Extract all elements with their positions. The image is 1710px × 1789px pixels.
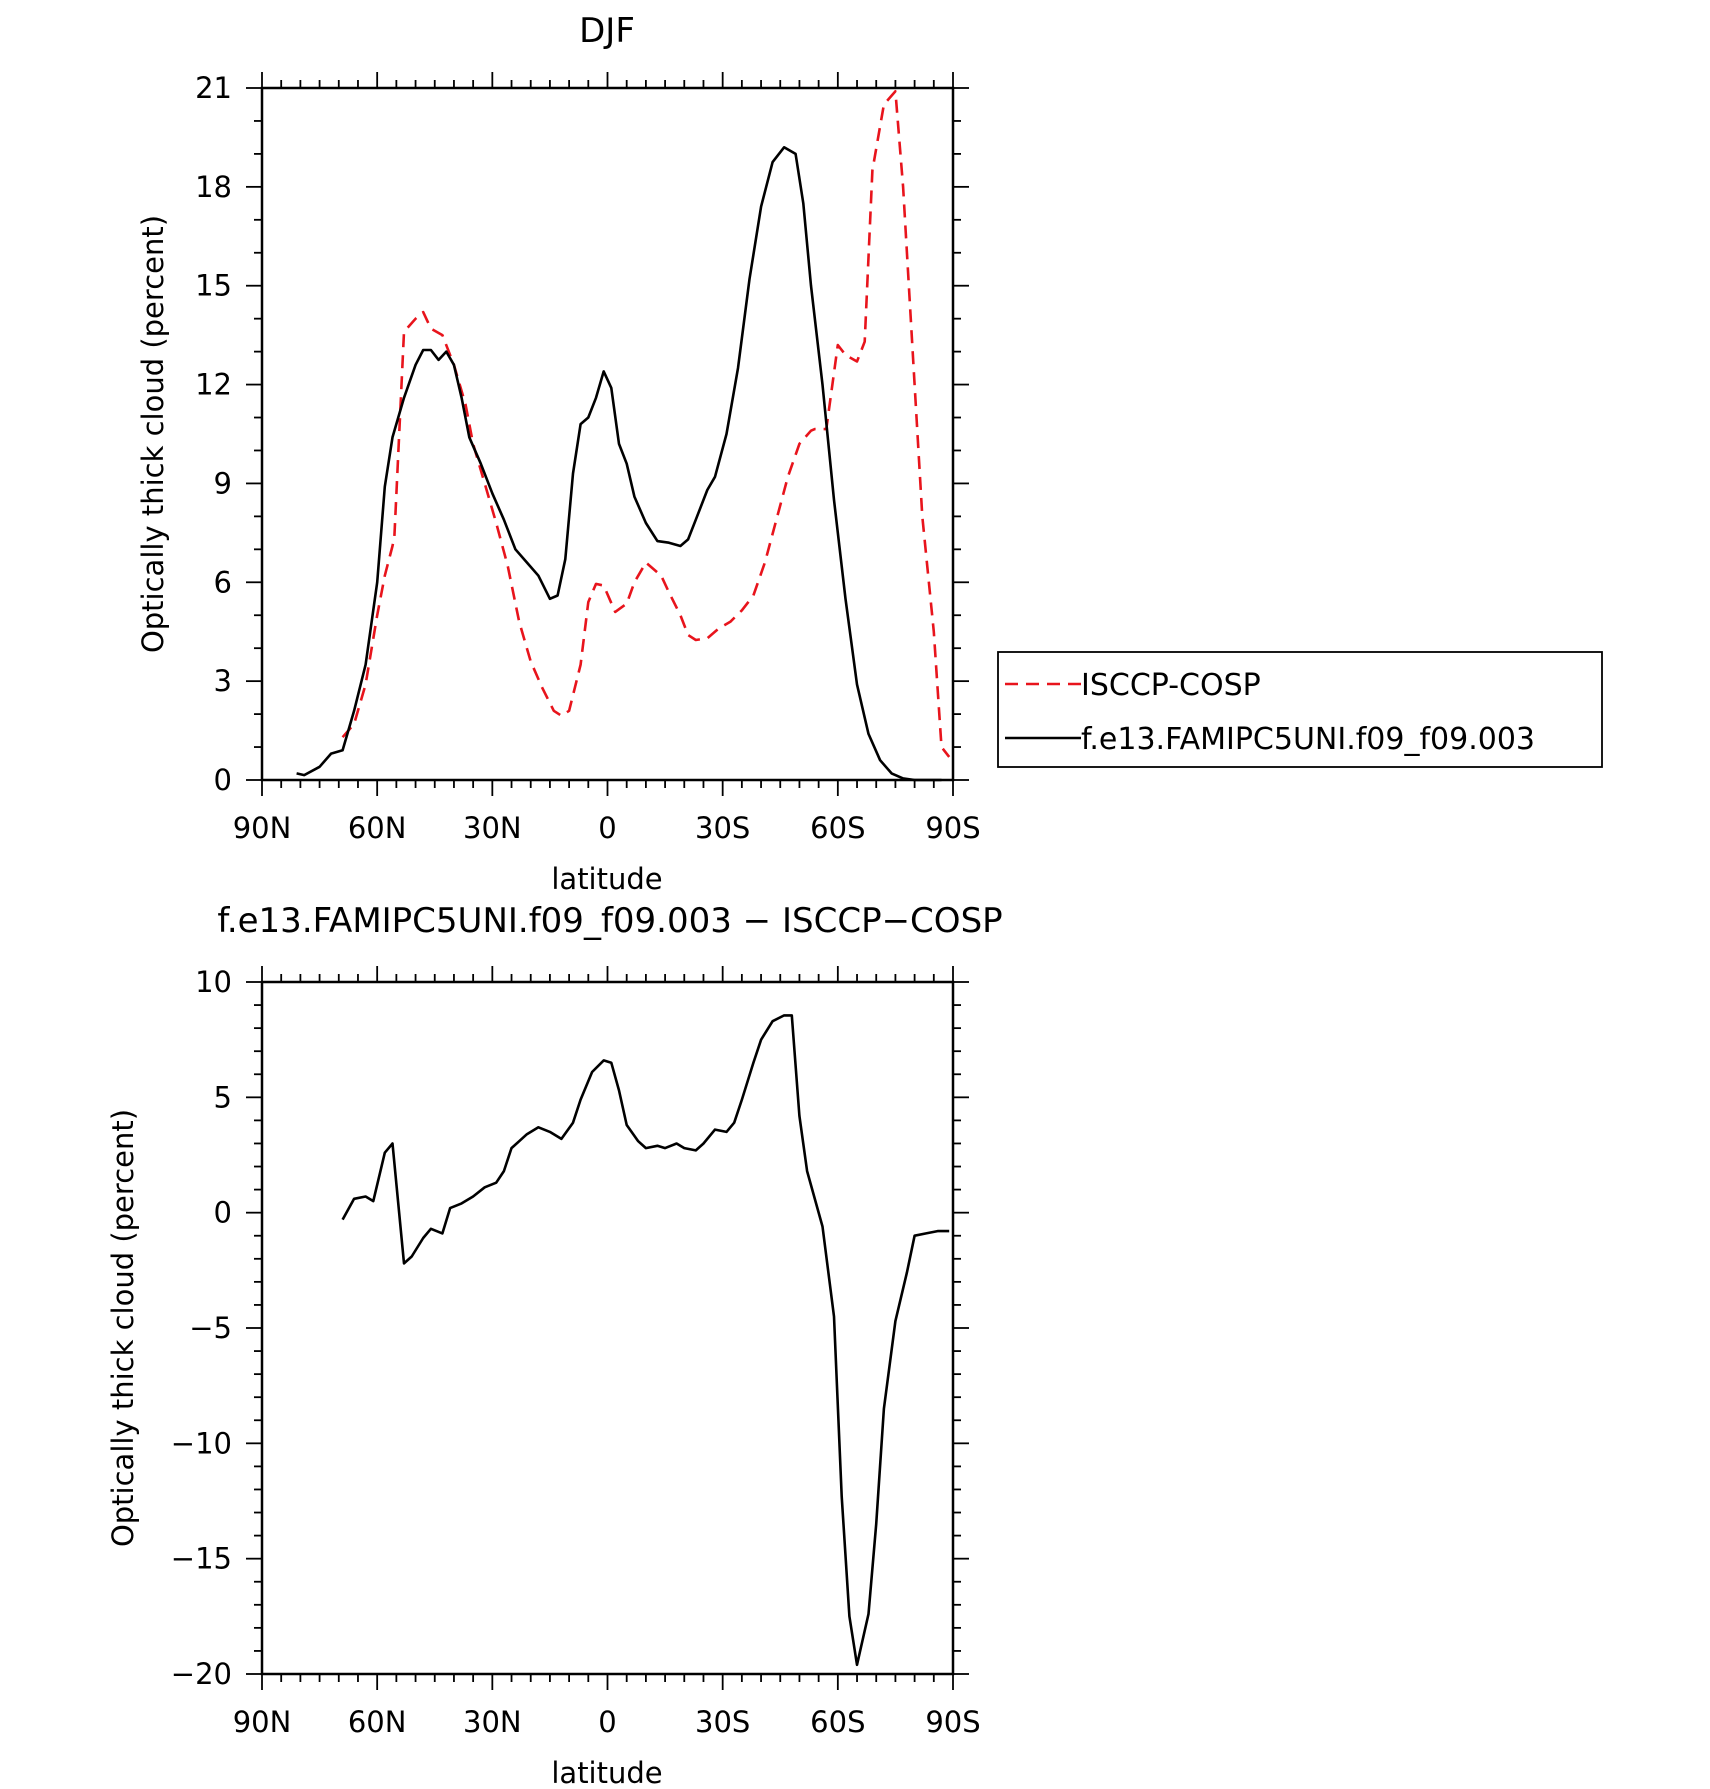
y-tick-label: 0 [214,763,232,797]
x-tick-label: 60N [348,811,407,845]
legend-label-isccp: ISCCP-COSP [1081,668,1261,703]
x-axis-label: latitude [551,1756,662,1789]
x-tick-label: 60S [810,1705,865,1739]
y-tick-label: −20 [171,1657,232,1691]
series-layer [341,1014,950,1667]
x-tick-label: 90N [233,811,292,845]
x-tick-label: 90S [925,1705,980,1739]
series-layer [296,90,951,782]
legend: ISCCP-COSP f.e13.FAMIPC5UNI.f09_f09.003 [997,651,1603,768]
panel-zonal-mean: DJF 90N 60N 30N 0 30S 60S 90S 0 3 6 9 12 15 18 21 lati… [136,11,1603,896]
x-tick-label: 30S [695,811,750,845]
x-axis-label: latitude [551,862,662,896]
y-axis-label: Optically thick cloud (percent) [106,1109,140,1547]
x-tick-label: 0 [598,1705,616,1739]
x-tick-label: 60S [810,811,865,845]
y-tick-label: 18 [195,170,232,204]
y-tick-label: 3 [214,664,232,698]
y-tick-label: 12 [195,368,232,402]
plot-frame [260,86,955,782]
plot-frame [260,980,955,1676]
x-tick-label: 30S [695,1705,750,1739]
y-tick-label: 5 [214,1080,232,1114]
y-tick-label: 10 [195,965,232,999]
y-axis-label: Optically thick cloud (percent) [136,215,170,653]
chart-title: f.e13.FAMIPC5UNI.f09_f09.003 − ISCCP−COS… [217,901,1002,941]
y-tick-label: −15 [171,1542,232,1576]
x-tick-label: 0 [598,811,616,845]
panel-difference: f.e13.FAMIPC5UNI.f09_f09.003 − ISCCP−COS… [106,901,1003,1789]
y-tick-label: 6 [214,565,232,599]
y-tick-label: 9 [214,466,232,500]
y-tick-label: 21 [195,71,232,105]
chart-title: DJF [579,11,635,51]
y-tick-label: 0 [214,1196,232,1230]
x-tick-label: 30N [463,1705,522,1739]
y-tick-label: 15 [195,269,232,303]
x-tick-label: 30N [463,811,522,845]
series-line-f-e13-famipc5uni-f09-f09-003 [296,146,942,782]
series-line-isccp-cosp [341,90,951,758]
axis-ticks: 90N 60N 30N 0 30S 60S 90S 0 3 6 9 12 15 18 21 [195,71,981,845]
y-tick-label: −5 [189,1311,232,1345]
x-tick-label: 60N [348,1705,407,1739]
y-tick-label: −10 [171,1426,232,1460]
x-tick-label: 90N [233,1705,292,1739]
legend-label-model: f.e13.FAMIPC5UNI.f09_f09.003 [1081,722,1535,757]
axis-ticks: 90N 60N 30N 0 30S 60S 90S −20 −15 −10 −5 0 5 10 [171,965,981,1739]
legend-box [997,651,1603,768]
series-line-difference [341,1014,950,1667]
x-tick-label: 90S [925,811,980,845]
